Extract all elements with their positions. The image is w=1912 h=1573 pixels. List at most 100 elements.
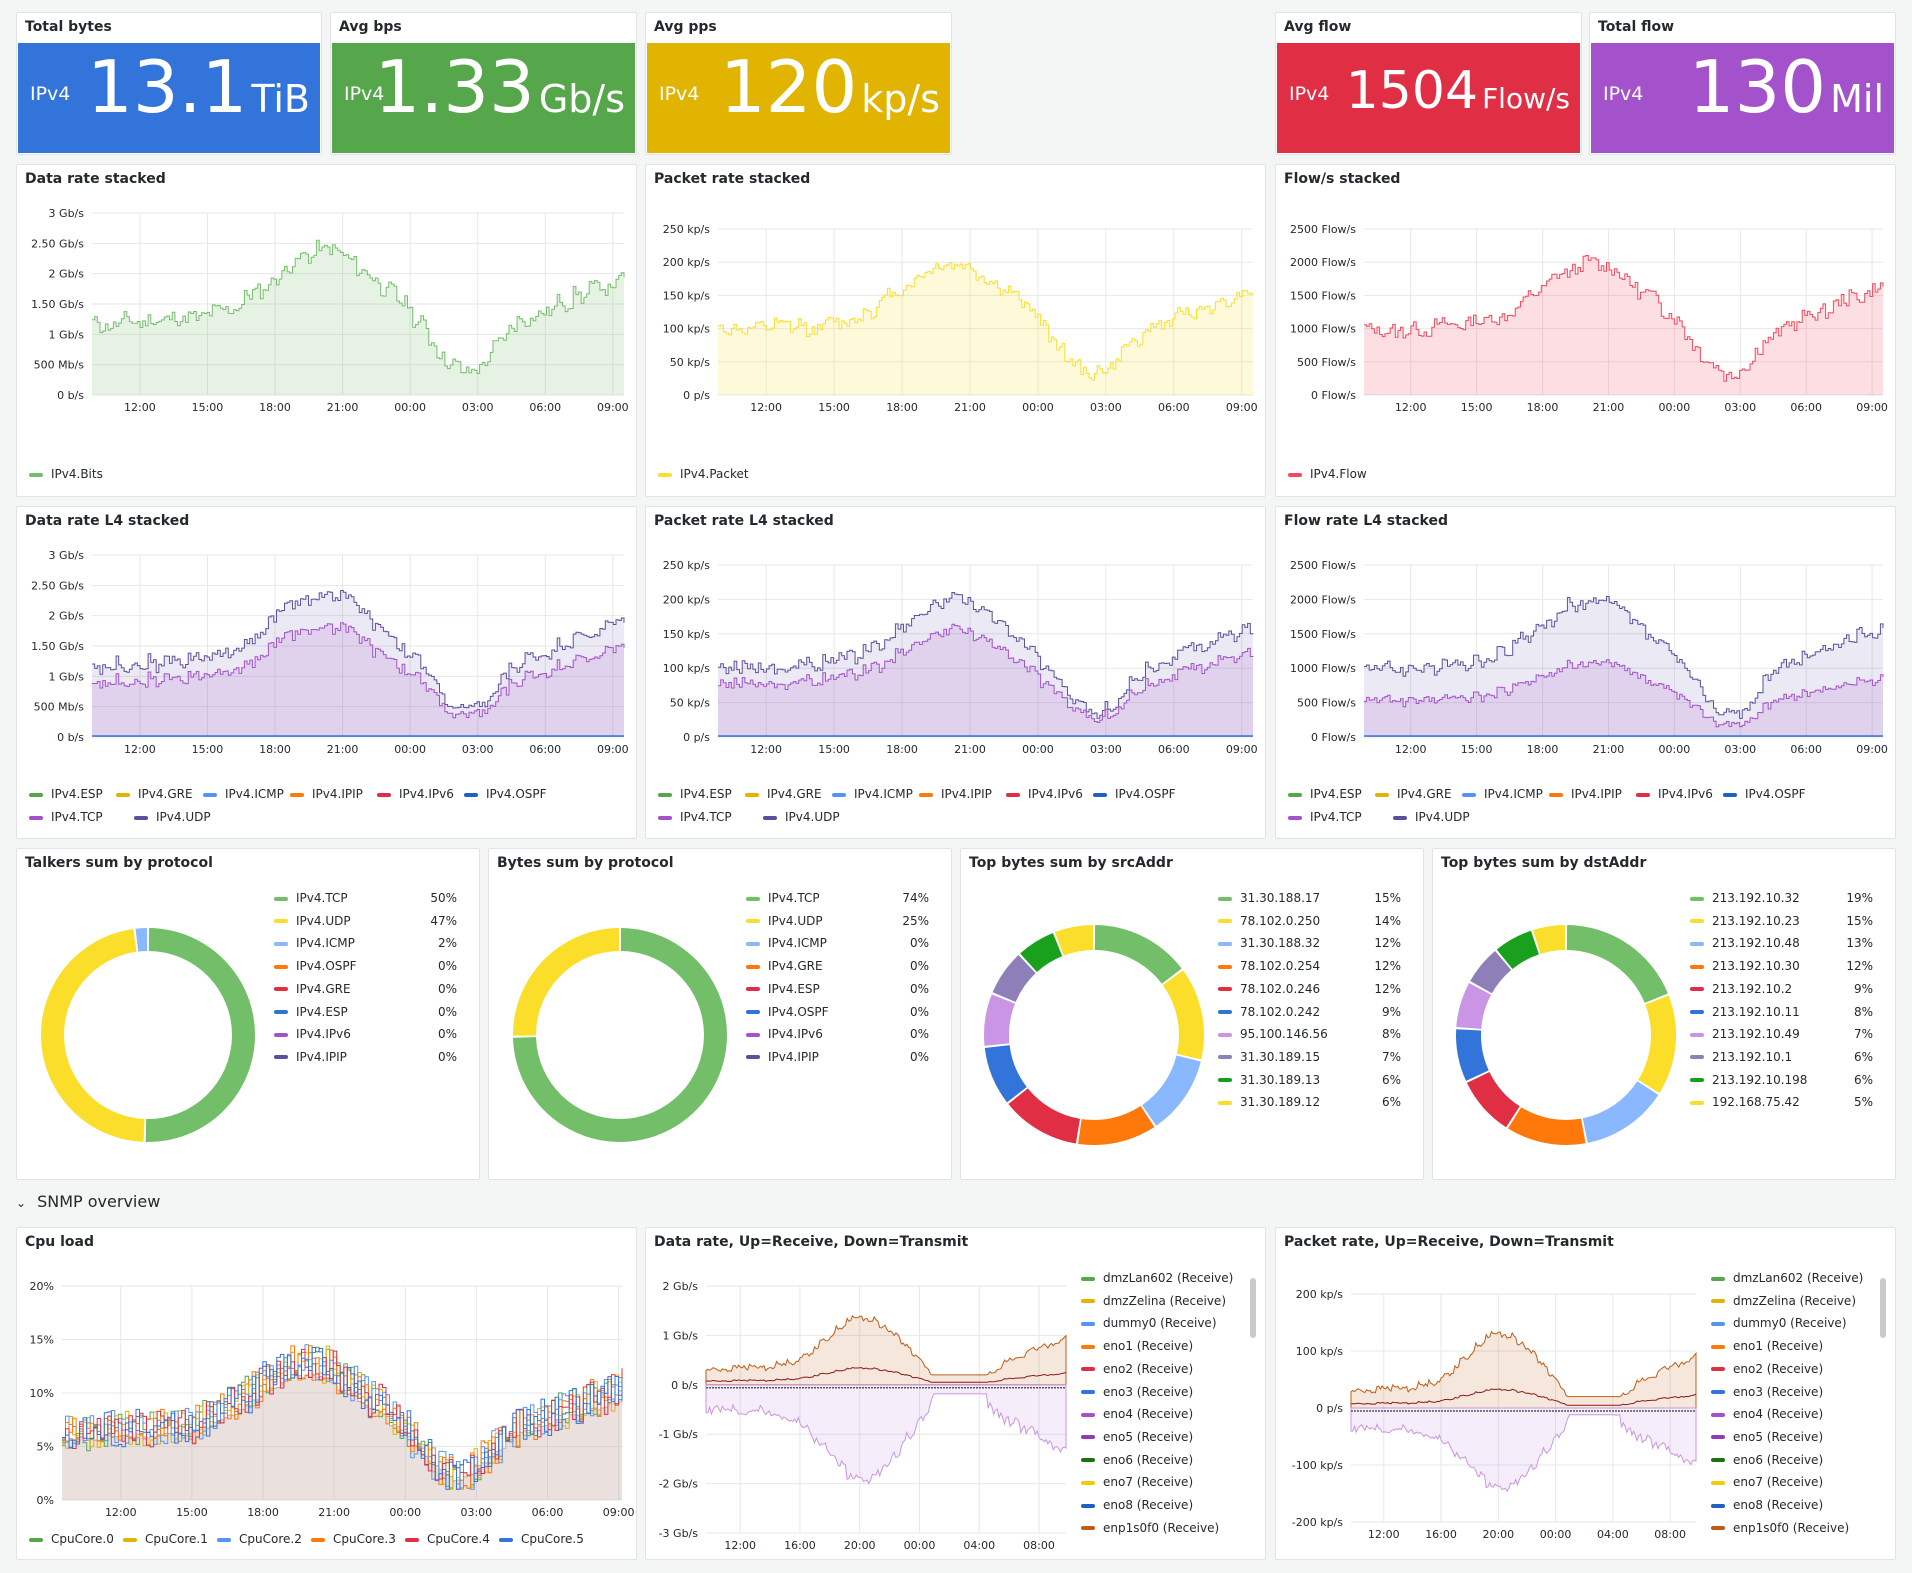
legend-item[interactable]: 31.30.189.15 <box>1218 1050 1320 1064</box>
chevron-down-icon[interactable]: ⌄ <box>16 1196 27 1210</box>
pie-slice[interactable] <box>1008 1088 1080 1144</box>
legend-item[interactable]: eno5 (Receive) <box>1081 1430 1193 1444</box>
legend-item[interactable]: dummy0 (Receive) <box>1081 1316 1217 1330</box>
legend-item[interactable]: IPv4.ICMP <box>274 936 355 950</box>
legend-item[interactable]: IPv4.IPIP <box>1549 787 1622 801</box>
legend-item[interactable]: IPv4.UDP <box>1393 810 1470 824</box>
legend-item[interactable]: CpuCore.3 <box>311 1532 396 1546</box>
legend-item[interactable]: 213.192.10.23 <box>1690 914 1800 928</box>
legend-item[interactable]: eno8 (Receive) <box>1711 1498 1823 1512</box>
series-line[interactable] <box>62 1347 623 1490</box>
legend-item[interactable]: IPv4.ICMP <box>832 787 913 801</box>
legend-item[interactable]: 213.192.10.49 <box>1690 1027 1800 1041</box>
panel-flow-rate-l4[interactable]: Flow rate L4 stacked 2500 Flow/s 2000 Flo… <box>1275 506 1896 839</box>
pie-slice[interactable] <box>135 928 148 952</box>
legend-item[interactable]: IPv4.UDP <box>134 810 211 824</box>
legend-item[interactable]: eno1 (Receive) <box>1711 1339 1823 1353</box>
pie-slice[interactable] <box>1638 995 1676 1094</box>
panel-cpu-load[interactable]: Cpu load 20% 15% 10% 5% 0% 12:00 15:00 18:00 21:… <box>16 1227 637 1560</box>
pie-slice[interactable] <box>1566 925 1668 1003</box>
legend-item[interactable]: eno4 (Receive) <box>1081 1407 1193 1421</box>
series-line[interactable] <box>1364 255 1884 382</box>
legend-item[interactable]: enp1s0f0 (Receive) <box>1711 1521 1849 1535</box>
legend-item[interactable]: 213.192.10.198 <box>1690 1073 1807 1087</box>
legend-item[interactable]: 213.192.10.11 <box>1690 1005 1800 1019</box>
legend-item[interactable]: IPv4.UDP <box>746 914 823 928</box>
legend-item[interactable]: 213.192.10.1 <box>1690 1050 1792 1064</box>
legend-item[interactable]: IPv4.UDP <box>763 810 840 824</box>
series-area[interactable] <box>705 1314 1067 1386</box>
series-line[interactable] <box>1364 596 1884 719</box>
legend-scrollbar[interactable] <box>1880 1278 1886 1338</box>
series-line[interactable] <box>718 592 1254 719</box>
series-area[interactable] <box>705 1384 1067 1485</box>
legend-item[interactable]: IPv4.IPIP <box>290 787 363 801</box>
series-line[interactable] <box>718 623 1254 723</box>
legend-item[interactable]: dummy0 (Receive) <box>1711 1316 1847 1330</box>
legend-item[interactable]: IPv4.IPv6 <box>1006 787 1083 801</box>
legend-item[interactable]: IPv4.TCP <box>746 891 820 905</box>
legend-item[interactable]: 31.30.188.17 <box>1218 891 1320 905</box>
legend-item[interactable]: IPv4.ESP <box>29 787 103 801</box>
legend-item[interactable]: 192.168.75.42 <box>1690 1095 1800 1109</box>
pie-slice[interactable] <box>1054 925 1094 956</box>
legend-item[interactable]: IPv4.TCP <box>274 891 348 905</box>
panel-snmp-data-rate[interactable]: Data rate, Up=Receive, Down=Transmit 2 G… <box>645 1227 1266 1560</box>
panel-packet-rate-l4[interactable]: Packet rate L4 stacked 250 kp/s 200 kp/s 1… <box>645 506 1266 839</box>
legend-item[interactable]: CpuCore.0 <box>29 1532 114 1546</box>
legend-item[interactable]: 213.192.10.48 <box>1690 936 1800 950</box>
legend-item[interactable]: IPv4.GRE <box>274 982 351 996</box>
stat-panel-avg-flow[interactable]: Avg flow IPv4 1504 Flow/s <box>1275 12 1582 155</box>
stat-panel-avg-pps[interactable]: Avg pps IPv4 120 kp/s <box>645 12 952 155</box>
pie-slice[interactable] <box>984 994 1016 1046</box>
legend-item[interactable]: IPv4.ESP <box>658 787 732 801</box>
legend-item[interactable]: IPv4.ICMP <box>1462 787 1543 801</box>
pie-slice[interactable] <box>145 928 256 1142</box>
legend-item[interactable]: 213.192.10.2 <box>1690 982 1792 996</box>
pie-slice[interactable] <box>1142 1055 1201 1126</box>
legend-item[interactable]: eno5 (Receive) <box>1711 1430 1823 1444</box>
legend-item[interactable]: 31.30.189.13 <box>1218 1073 1320 1087</box>
legend-item[interactable]: IPv4.Packet <box>658 467 749 481</box>
series-line[interactable] <box>1364 659 1884 728</box>
legend-item[interactable]: CpuCore.1 <box>123 1532 208 1546</box>
pie-slice[interactable] <box>1020 932 1063 973</box>
series-area[interactable] <box>1350 1330 1697 1409</box>
series-line[interactable] <box>718 262 1254 381</box>
pie-slice[interactable] <box>1470 950 1512 994</box>
pie-slice[interactable] <box>992 955 1036 1002</box>
pie-slice[interactable] <box>1162 970 1204 1060</box>
pie-slice[interactable] <box>1094 925 1182 984</box>
legend-item[interactable]: IPv4.ESP <box>1288 787 1362 801</box>
series-line[interactable] <box>92 239 625 374</box>
legend-item[interactable]: IPv4.ESP <box>746 982 820 996</box>
legend-item[interactable]: IPv4.TCP <box>658 810 732 824</box>
series-line[interactable] <box>705 1366 1067 1383</box>
legend-item[interactable]: IPv4.OSPF <box>274 959 357 973</box>
legend-item[interactable]: 213.192.10.32 <box>1690 891 1800 905</box>
pie-slice[interactable] <box>1466 1071 1520 1128</box>
pie-slice[interactable] <box>1533 925 1566 954</box>
legend-item[interactable]: IPv4.ICMP <box>746 936 827 950</box>
stat-panel-total-flow[interactable]: Total flow IPv4 130 Mil <box>1589 12 1896 155</box>
legend-item[interactable]: IPv4.GRE <box>1375 787 1452 801</box>
pie-slice[interactable] <box>1456 982 1492 1029</box>
legend-item[interactable]: eno7 (Receive) <box>1711 1475 1823 1489</box>
legend-item[interactable]: IPv4.IPv6 <box>377 787 454 801</box>
series-line[interactable] <box>92 622 625 719</box>
legend-item[interactable]: IPv4.GRE <box>745 787 822 801</box>
legend-item[interactable]: dmzZelina (Receive) <box>1081 1294 1226 1308</box>
stat-panel-avg-bps[interactable]: Avg bps IPv4 1.33 Gb/s <box>330 12 637 155</box>
legend-item[interactable]: eno8 (Receive) <box>1081 1498 1193 1512</box>
legend-item[interactable]: 78.102.0.250 <box>1218 914 1320 928</box>
legend-item[interactable]: eno3 (Receive) <box>1711 1385 1823 1399</box>
legend-item[interactable]: eno4 (Receive) <box>1711 1407 1823 1421</box>
legend-item[interactable]: 95.100.146.56 <box>1218 1027 1328 1041</box>
legend-item[interactable]: CpuCore.4 <box>405 1532 490 1546</box>
legend-item[interactable]: IPv4.ESP <box>274 1005 348 1019</box>
legend-item[interactable]: eno2 (Receive) <box>1081 1362 1193 1376</box>
legend-scrollbar[interactable] <box>1250 1278 1256 1338</box>
panel-data-rate-l4[interactable]: Data rate L4 stacked 3 Gb/s 2.50 Gb/s 2 Gb… <box>16 506 637 839</box>
legend-item[interactable]: IPv4.Flow <box>1288 467 1367 481</box>
legend-item[interactable]: dmzLan602 (Receive) <box>1081 1271 1233 1285</box>
